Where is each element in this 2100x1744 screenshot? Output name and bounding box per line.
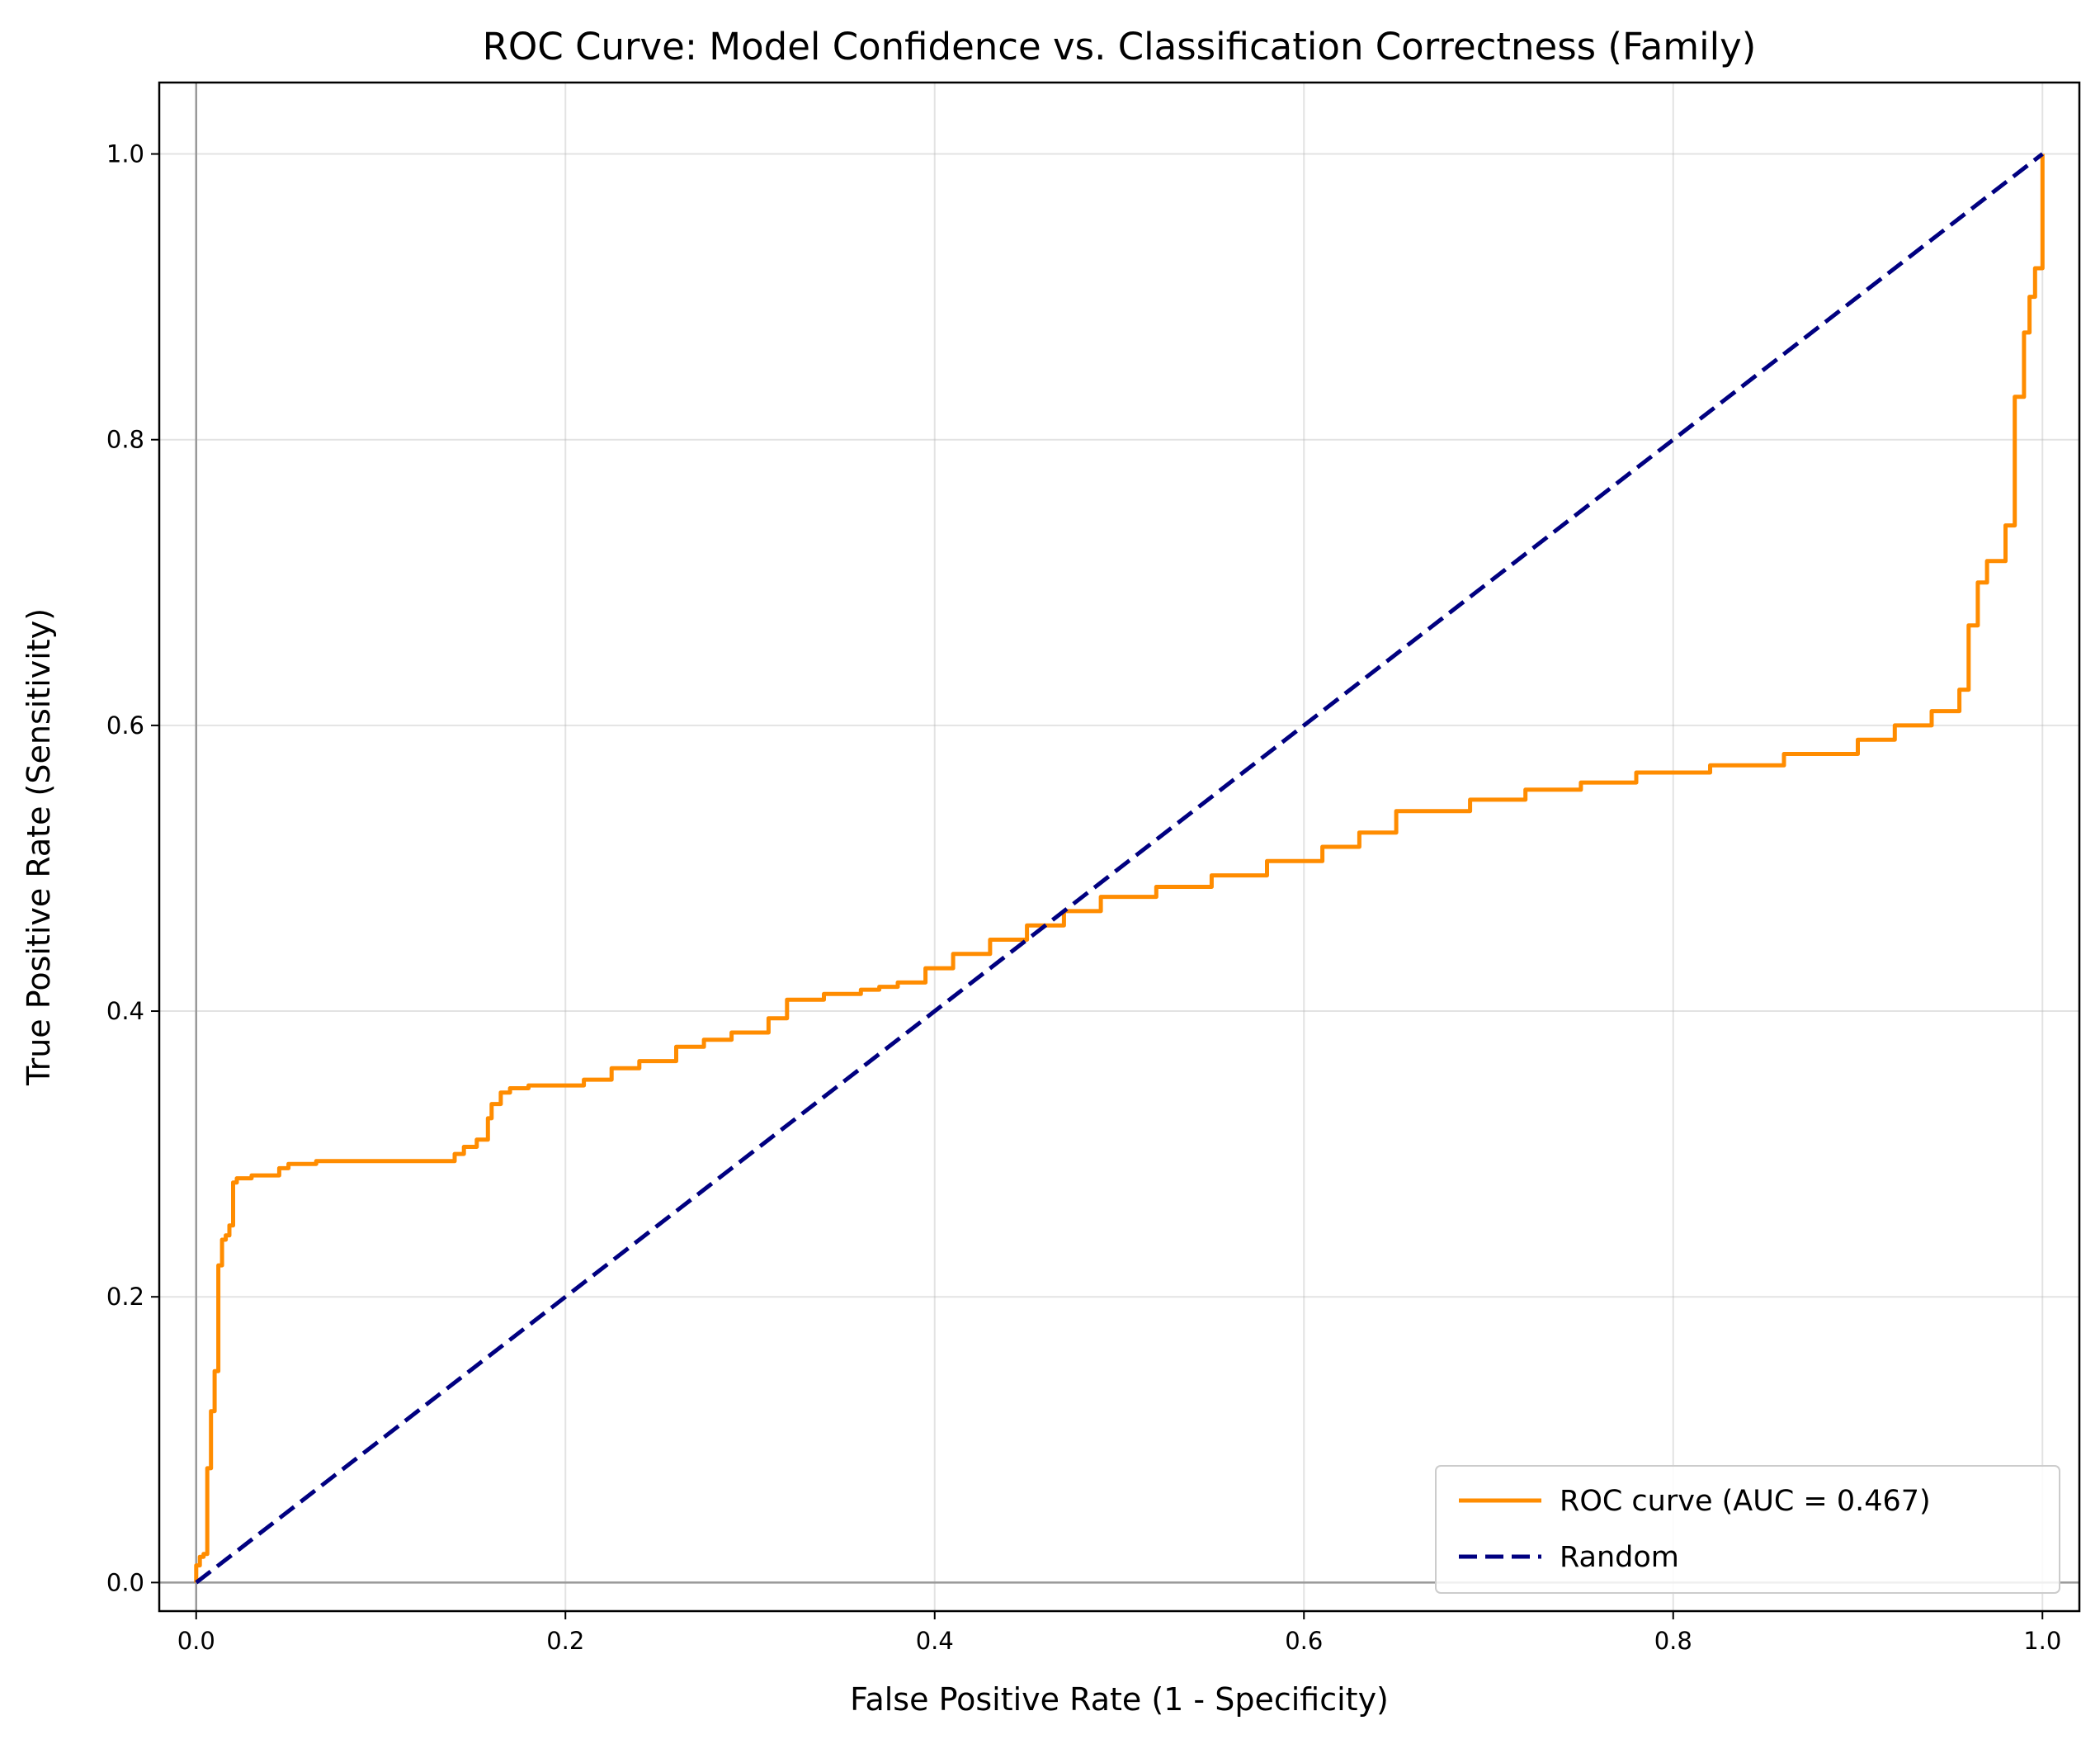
legend-label-roc: ROC curve (AUC = 0.467) <box>1560 1485 1931 1518</box>
legend-label-random: Random <box>1560 1541 1679 1574</box>
x-tick-label: 0.8 <box>1654 1627 1692 1655</box>
series-layer <box>194 152 2045 1585</box>
y-tick-label: 0.4 <box>106 997 144 1025</box>
y-tick-label: 1.0 <box>106 140 144 168</box>
y-tick-label: 0.0 <box>106 1568 144 1596</box>
plot-frame <box>158 81 2081 1613</box>
x-tick-label: 0.2 <box>546 1627 584 1655</box>
legend: ROC curve (AUC = 0.467) Random <box>1435 1465 2060 1594</box>
chart-title: ROC Curve: Model Confidence vs. Classifi… <box>483 25 1757 69</box>
y-axis-label: True Positive Rate (Sensitivity) <box>21 608 57 1086</box>
x-axis-label: False Positive Rate (1 - Specificity) <box>850 1681 1389 1718</box>
x-tick-label: 0.4 <box>916 1627 954 1655</box>
y-tick-label: 0.2 <box>106 1283 144 1311</box>
grid <box>159 83 2079 1611</box>
roc-curve-line <box>194 154 2045 1583</box>
y-tick-label: 0.8 <box>106 426 144 454</box>
y-tick-label: 0.6 <box>106 711 144 740</box>
legend-box <box>1435 1465 2060 1594</box>
x-tick-label: 0.0 <box>177 1627 215 1655</box>
ticks: 0.0 0.2 0.4 0.6 0.8 1.0 0.0 0.2 0.4 0.6 0.8 1.0 <box>106 140 2061 1655</box>
x-tick-label: 1.0 <box>2023 1627 2061 1655</box>
x-tick-label: 0.6 <box>1285 1627 1323 1655</box>
plot-area <box>159 83 2079 1611</box>
random-baseline-line <box>195 152 2044 1585</box>
